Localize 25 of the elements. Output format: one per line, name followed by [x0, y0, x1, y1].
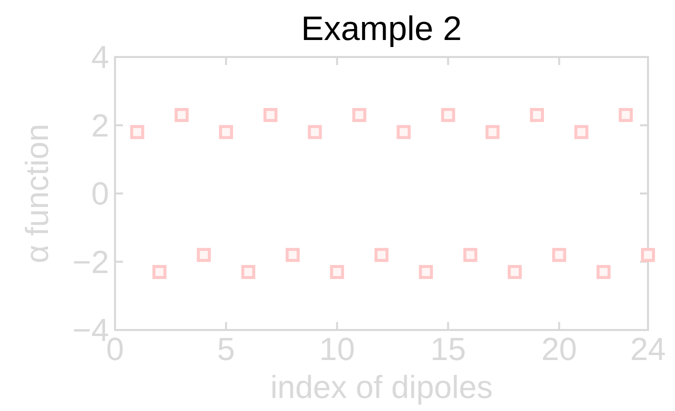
chart-title: Example 2: [301, 10, 462, 48]
point: [286, 248, 300, 262]
point: [486, 125, 500, 140]
point: [352, 108, 366, 122]
point: [174, 108, 189, 122]
point: [374, 248, 388, 262]
point: [618, 108, 633, 122]
point: [241, 264, 256, 279]
point: [574, 125, 588, 140]
point: [130, 125, 144, 140]
point: [596, 264, 611, 279]
point: [530, 108, 544, 122]
point: [308, 125, 322, 140]
point: [508, 264, 522, 279]
point: [330, 264, 344, 279]
point: [396, 125, 411, 140]
point: [463, 248, 478, 262]
point: [641, 248, 655, 262]
point: [219, 125, 234, 140]
point: [441, 108, 456, 122]
point: [552, 248, 566, 262]
point: [418, 264, 433, 279]
point: [152, 264, 166, 279]
point: [263, 108, 278, 122]
point: [196, 248, 211, 262]
